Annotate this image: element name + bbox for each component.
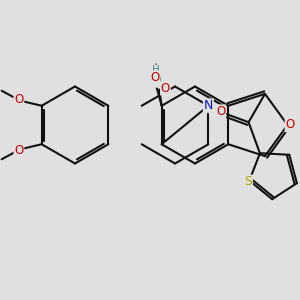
Text: O: O bbox=[150, 71, 159, 84]
Text: O: O bbox=[161, 82, 170, 95]
Text: H: H bbox=[152, 65, 160, 75]
Text: O: O bbox=[216, 105, 225, 118]
Text: O: O bbox=[14, 93, 23, 106]
Text: H: H bbox=[154, 77, 162, 87]
Text: O: O bbox=[14, 144, 23, 157]
Text: S: S bbox=[244, 176, 252, 188]
Text: O: O bbox=[286, 118, 295, 131]
Text: N: N bbox=[204, 99, 213, 112]
